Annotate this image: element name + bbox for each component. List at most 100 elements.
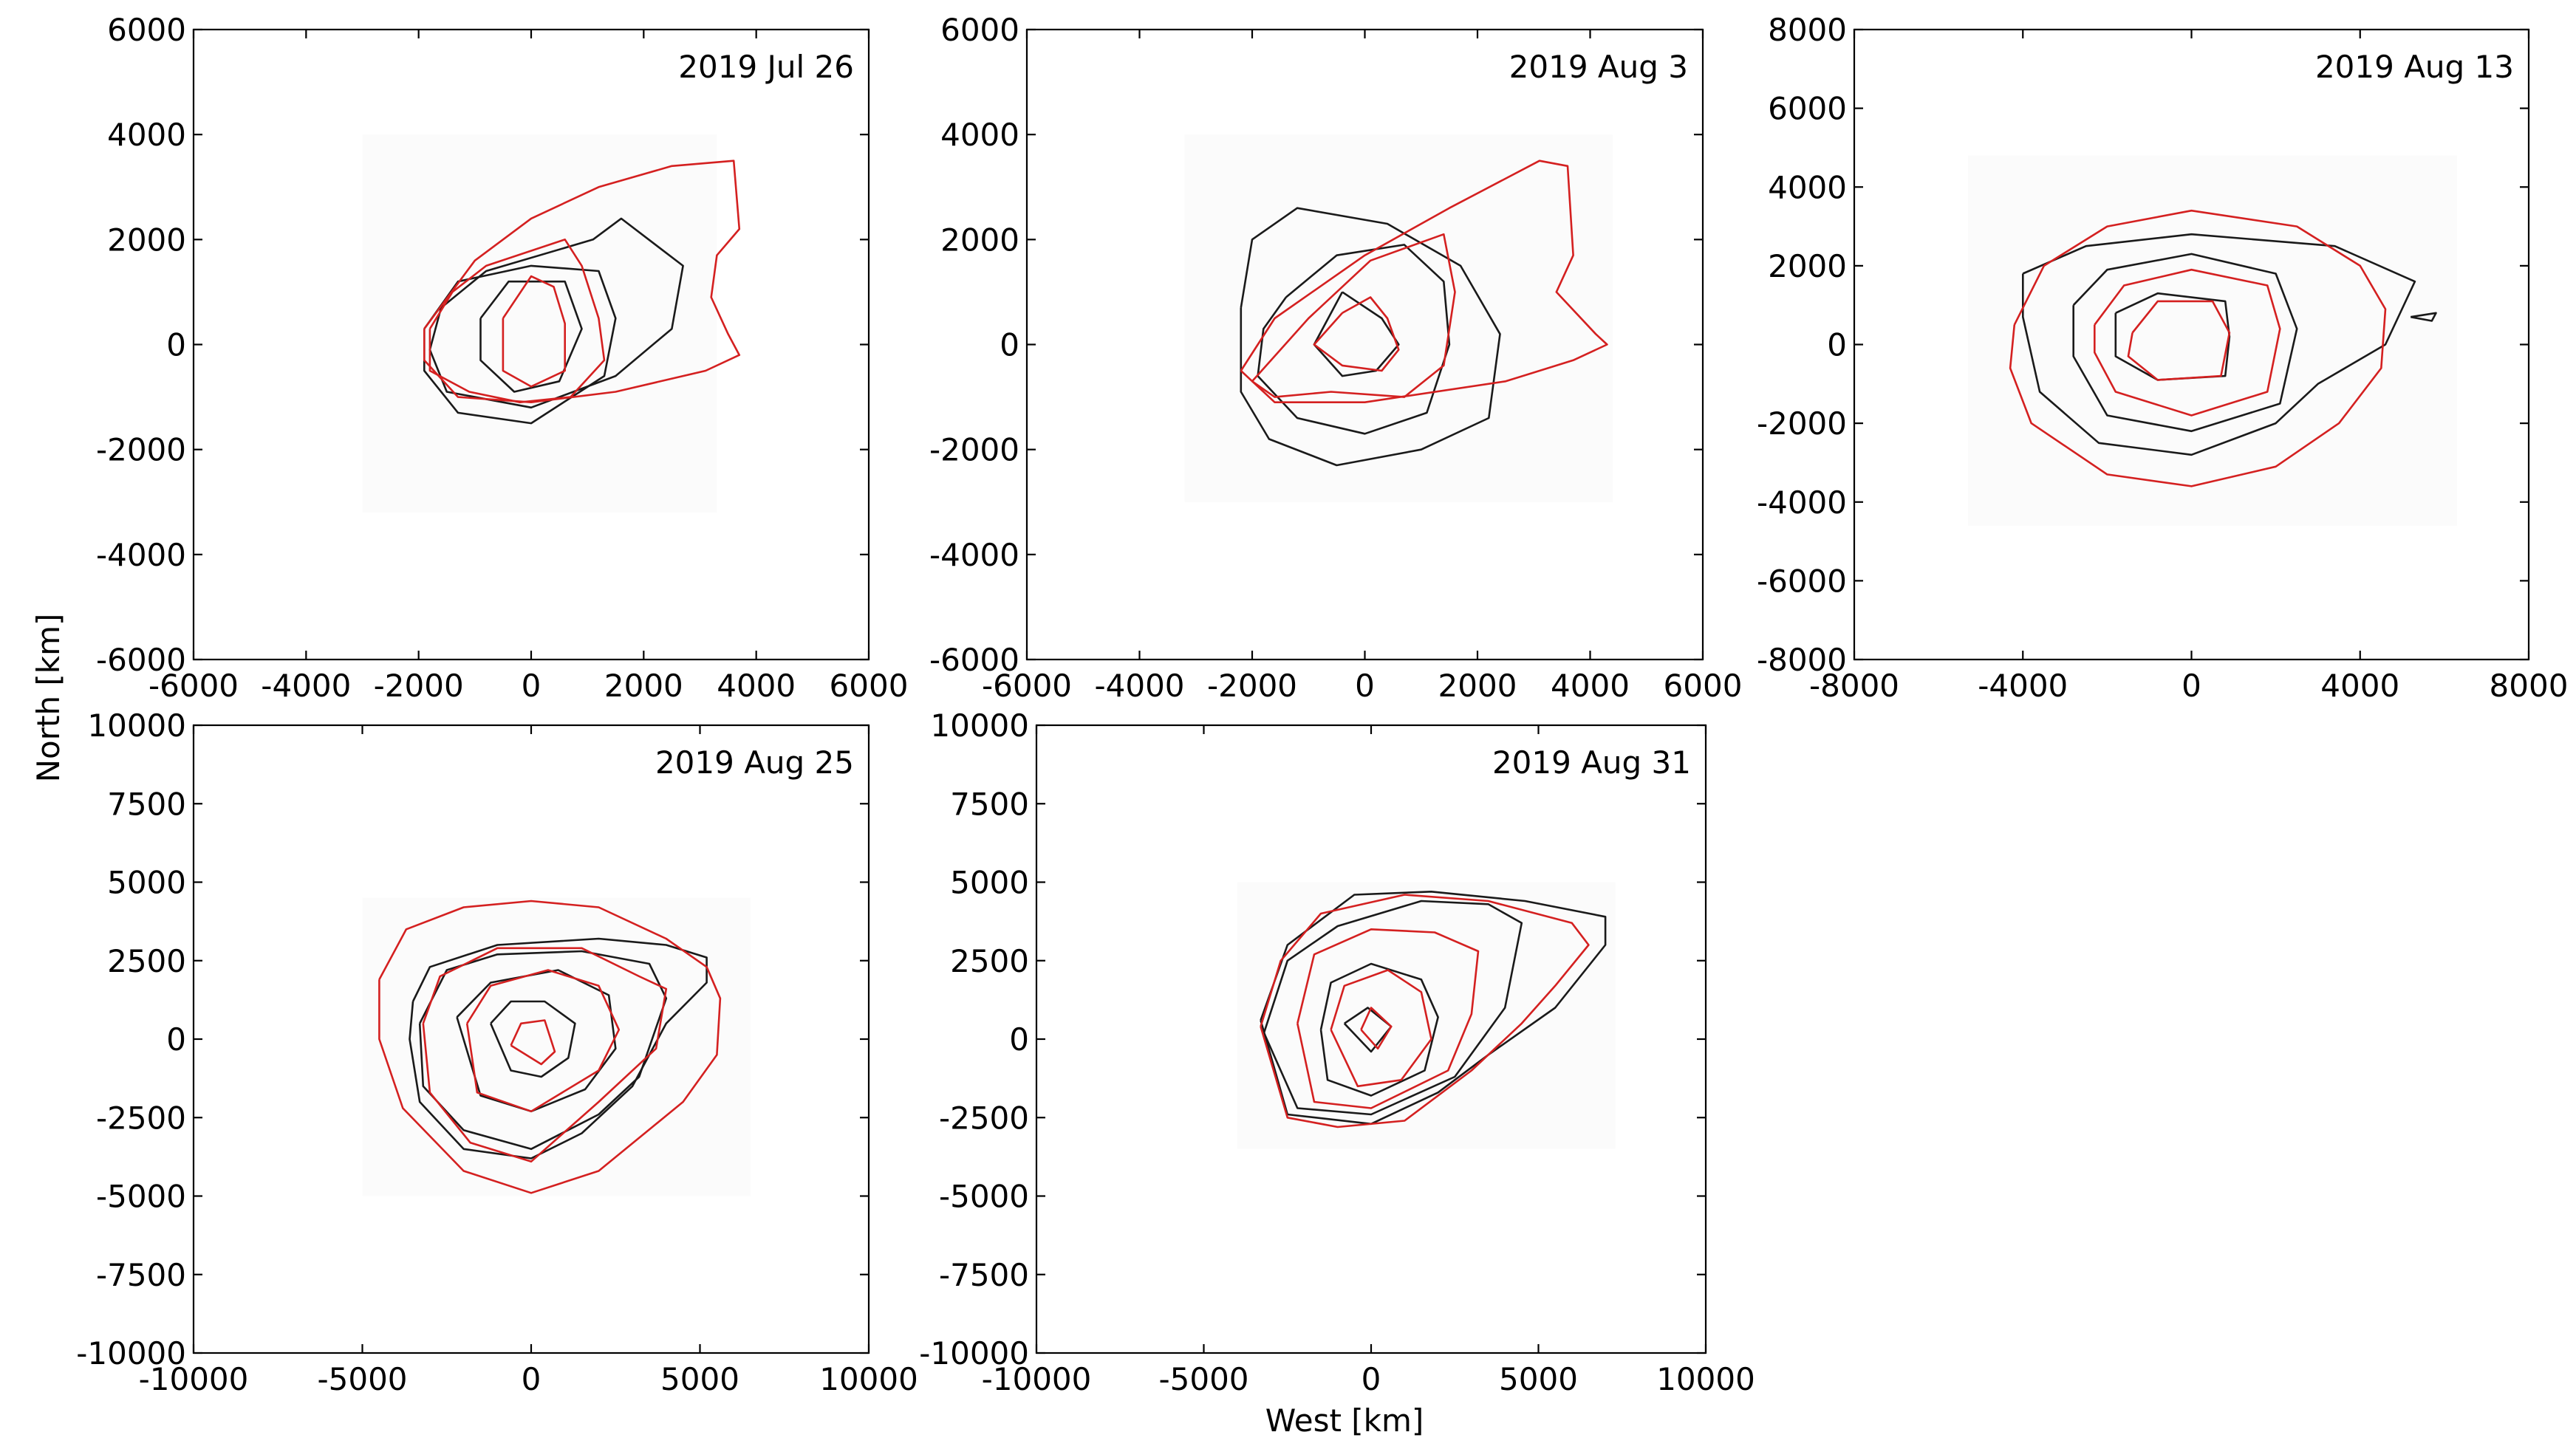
y-tick-label: 10000 [87, 708, 186, 744]
y-tick-label: 0 [166, 327, 186, 363]
y-tick-label: 2000 [940, 222, 1019, 258]
black-contour-line [2022, 233, 2416, 456]
y-tick-label: 7500 [107, 786, 186, 822]
red-contour-line [378, 900, 722, 1194]
red-contour-line [423, 160, 741, 403]
black-contour-line [409, 937, 708, 1159]
y-tick-label: 0 [166, 1021, 186, 1058]
x-tick-label: 6000 [830, 668, 909, 704]
y-tick-label: -4000 [929, 537, 1019, 573]
x-tick-label: -10000 [139, 1361, 249, 1397]
y-tick-label: 7500 [950, 786, 1029, 822]
red-contour-line [1260, 894, 1590, 1128]
x-tick-label: 0 [1362, 1361, 1381, 1397]
black-contour-line [2114, 292, 2231, 381]
y-tick-label: 4000 [940, 117, 1019, 153]
y-tick-label: -2000 [1757, 405, 1847, 442]
y-tick-label: -6000 [96, 642, 186, 678]
x-tick-label: 8000 [2490, 668, 2569, 704]
x-tick-label: -10000 [982, 1361, 1092, 1397]
y-tick-label: 2000 [1768, 248, 1847, 284]
y-tick-label: 4000 [107, 117, 186, 153]
black-contour-line [2410, 312, 2437, 322]
y-tick-label: -6000 [929, 642, 1019, 678]
x-tick-label: -6000 [148, 668, 239, 704]
x-tick-label: 10000 [819, 1361, 918, 1397]
red-contour-line [2127, 300, 2231, 381]
red-contour-line [428, 239, 606, 403]
black-contour-line [423, 264, 617, 425]
y-tick-label: -7500 [96, 1257, 186, 1293]
y-tick-label: -10000 [919, 1335, 1029, 1371]
x-tick-label: 4000 [2320, 668, 2399, 704]
y-tick-label: 2000 [107, 222, 186, 258]
black-contour-line [2072, 253, 2298, 433]
red-contour-line [1360, 1007, 1393, 1050]
y-tick-label: -4000 [96, 537, 186, 573]
red-contour-line [2094, 268, 2281, 417]
red-contour-line [510, 1019, 556, 1066]
x-tick-label: 0 [2182, 668, 2201, 704]
y-tick-label: 2500 [950, 943, 1029, 979]
panel-2: -6000 -4000 -2000 0 2000 4000 6000 -6000 -4000 -2… [929, 12, 1742, 704]
black-contour-line [1240, 207, 1501, 467]
y-tick-label: 8000 [1768, 12, 1847, 48]
black-contour-line [479, 280, 583, 393]
y-tick-label: -10000 [76, 1335, 186, 1371]
x-tick-label: -2000 [1207, 668, 1297, 704]
x-tick-label: 0 [1355, 668, 1375, 704]
y-tick-label: 6000 [107, 12, 186, 48]
black-contour-line [490, 1000, 576, 1078]
y-tick-label: -6000 [1757, 563, 1847, 599]
black-contour-line [1257, 244, 1451, 435]
x-tick-label: -6000 [982, 668, 1072, 704]
panel-1: -6000 -4000 -2000 0 2000 4000 6000 -6000 -4000 -2… [96, 12, 908, 704]
y-tick-label: -8000 [1757, 642, 1847, 678]
panels-group: -6000 -4000 -2000 0 2000 4000 6000 -6000 -4000 -2… [76, 12, 2568, 1397]
y-tick-label: -7500 [939, 1257, 1029, 1293]
y-tick-label: 0 [1827, 327, 1847, 363]
x-tick-label: 5000 [1499, 1361, 1578, 1397]
y-tick-label: -5000 [96, 1179, 186, 1215]
x-tick-label: -4000 [261, 668, 351, 704]
x-tick-label: 2000 [1438, 668, 1517, 704]
y-tick-label: -2000 [929, 432, 1019, 468]
x-tick-label: 4000 [717, 668, 796, 704]
y-tick-label: 6000 [940, 12, 1019, 48]
panel-date-label: 2019 Jul 26 [678, 49, 854, 85]
panel-4: -10000 -5000 0 5000 10000 -10000 -7500 -5000 -25… [76, 708, 918, 1397]
x-tick-label: 2000 [604, 668, 683, 704]
x-tick-label: -5000 [1158, 1361, 1248, 1397]
y-tick-label: -2000 [96, 432, 186, 468]
y-tick-label: 5000 [107, 865, 186, 901]
y-tick-label: -4000 [1757, 484, 1847, 521]
y-tick-label: 6000 [1768, 91, 1847, 127]
red-contour-line [1251, 233, 1456, 398]
red-contour-line [2009, 209, 2387, 487]
x-tick-label: -4000 [1094, 668, 1184, 704]
red-contour-line [1330, 969, 1432, 1088]
y-tick-label: 2500 [107, 943, 186, 979]
black-contour-line [456, 969, 617, 1113]
y-tick-label: 10000 [930, 708, 1029, 744]
red-contour-line [465, 969, 621, 1113]
panel-date-label: 2019 Aug 13 [2315, 49, 2514, 85]
image-background-patch [1968, 155, 2457, 526]
x-tick-label: 4000 [1551, 668, 1630, 704]
image-background-patch [1184, 134, 1613, 502]
y-tick-label: 0 [1000, 327, 1019, 363]
x-tick-label: -8000 [1809, 668, 1899, 704]
red-contour-line [422, 947, 668, 1163]
x-tick-label: -4000 [1978, 668, 2068, 704]
x-tick-label: 10000 [1656, 1361, 1755, 1397]
black-contour-line [1319, 962, 1439, 1097]
red-contour-line [1313, 296, 1400, 372]
panel-5: -10000 -5000 0 5000 10000 -10000 -7500 -5000 -25… [919, 708, 1755, 1397]
y-axis-title: North [km] [30, 614, 66, 783]
y-tick-label: -5000 [939, 1179, 1029, 1215]
x-tick-label: 0 [522, 1361, 541, 1397]
x-tick-label: 5000 [660, 1361, 739, 1397]
panel-3: -8000 -4000 0 4000 8000 -8000 -6000 -4000 -2000 0… [1757, 12, 2568, 704]
red-contour-line [1240, 160, 1608, 403]
